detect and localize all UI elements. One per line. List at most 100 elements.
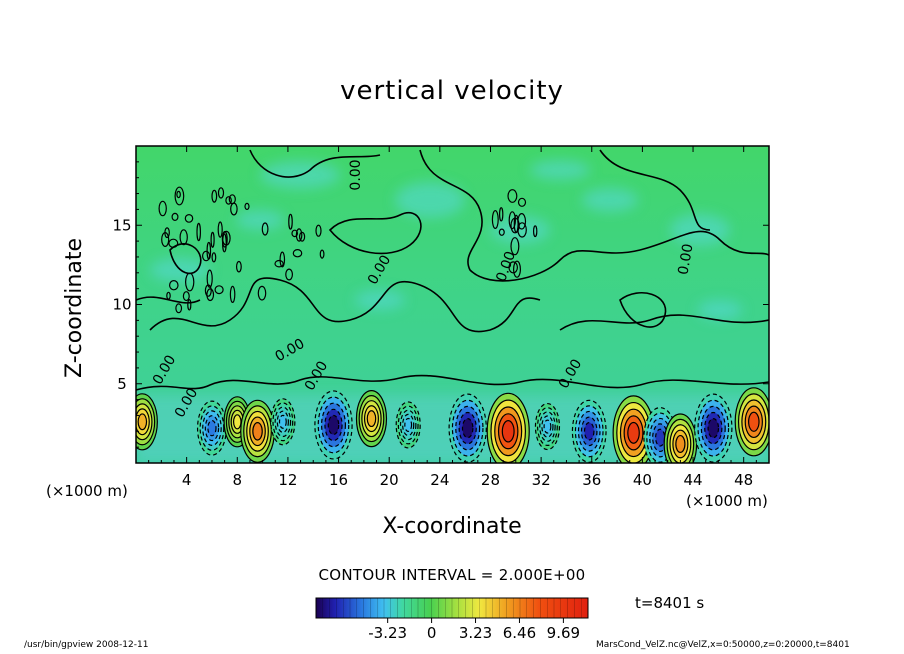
x-tick-label: 4 [182,471,192,489]
small-contour [274,259,284,268]
updraft-cell [355,390,388,448]
cyan-patch [395,182,465,218]
cyan-patch [670,214,730,246]
small-contour [508,211,516,230]
small-contour [221,233,227,253]
small-contour [510,217,520,234]
small-contour [244,202,250,210]
footer-right: MarsCond_VelZ.nc@VelZ,x=0:50000,z=0:2000… [596,640,850,650]
x-tick-label: 16 [329,471,348,489]
contour-line [599,149,711,231]
x-tick-label: 36 [582,471,601,489]
downdraft-cell [448,393,487,463]
small-contour [202,250,211,262]
downdraft-cell [395,401,421,449]
updraft-cell [663,413,698,463]
small-contour [175,303,183,314]
small-contour [164,227,170,239]
x-tick-label: 48 [734,471,753,489]
small-contour [169,280,179,291]
updraft-cell [486,392,530,463]
y-tick-label: 15 [112,216,131,234]
colorbar-tick-label: 3.23 [459,624,492,642]
small-contour [507,189,518,203]
cyan-patch [582,188,638,212]
x-tick-label: 32 [532,471,551,489]
y-axis-label: Z-coordinate [62,238,87,378]
colorbar-tick-label: 9.69 [547,624,580,642]
x-tick-label: 8 [233,471,243,489]
colorbar-tick-label: 6.46 [503,624,536,642]
small-contour [196,222,202,242]
contour-line [136,296,201,304]
small-contour [299,231,306,242]
small-contour [315,224,322,237]
cyan-patch [530,160,590,180]
y-tick-label: 5 [117,375,127,393]
small-contour [257,285,267,301]
small-contour [171,212,179,221]
contour-line [559,314,769,331]
small-contour [158,200,167,217]
colorbar-tick-label: 0 [427,624,437,642]
cyan-patch [490,216,550,244]
small-contour [182,291,190,302]
contour-interval-label: CONTOUR INTERVAL = 2.000E+00 [318,566,586,584]
small-contour [176,190,181,199]
small-contour [235,260,242,273]
contour-line [249,149,381,178]
small-contour [166,291,171,300]
x-tick-label: 12 [278,471,297,489]
small-contour [210,231,215,248]
time-label: t=8401 s [635,594,705,612]
cyan-patch [698,300,742,320]
small-contour [229,285,236,303]
small-contour [498,228,505,236]
small-contour [499,207,504,222]
small-contour [295,228,303,242]
x-tick-label: 40 [633,471,652,489]
updraft-cell [240,399,275,463]
x-tick-label: 28 [481,471,500,489]
x-tick-label: 44 [683,471,702,489]
small-contour [533,225,538,238]
updraft-cell [136,393,158,451]
chart-title: vertical velocity [340,76,564,106]
updraft-cell [734,387,769,457]
small-contour [288,213,293,230]
small-contour [211,252,217,263]
small-contour [211,189,218,203]
contour-line [328,212,422,255]
small-contour [261,222,269,236]
x-unit-left: (×1000 m) [46,482,128,500]
footer-left: /usr/bin/gpview 2008-12-11 [24,640,149,650]
small-contour [230,202,238,216]
small-contour [292,248,303,258]
x-axis-label: X-coordinate [382,514,522,539]
small-contour [206,269,213,288]
small-contour [510,237,520,256]
downdraft-cell [270,398,296,446]
small-contour [508,261,518,274]
y-tick-label: 10 [112,296,131,314]
x-unit-right: (×1000 m) [686,492,768,510]
small-contour [217,187,225,199]
cyan-patch [236,210,284,230]
contour-line [136,374,769,391]
colorbar-tick-label: -3.23 [368,624,407,642]
small-contour [187,298,192,311]
small-contour [184,272,195,292]
x-tick-label: 20 [380,471,399,489]
small-contour [491,210,499,230]
contour-line [619,291,667,328]
downdraft-cell [694,393,733,463]
contour-value-label: 0.00 [675,243,696,276]
small-contour [225,196,232,205]
contour-line [419,149,769,282]
downdraft-cell [314,390,353,460]
contour-value-label: 0.00 [348,159,364,190]
downdraft-cell [196,400,227,456]
downdraft-cell [534,402,561,451]
small-contour [217,221,223,238]
